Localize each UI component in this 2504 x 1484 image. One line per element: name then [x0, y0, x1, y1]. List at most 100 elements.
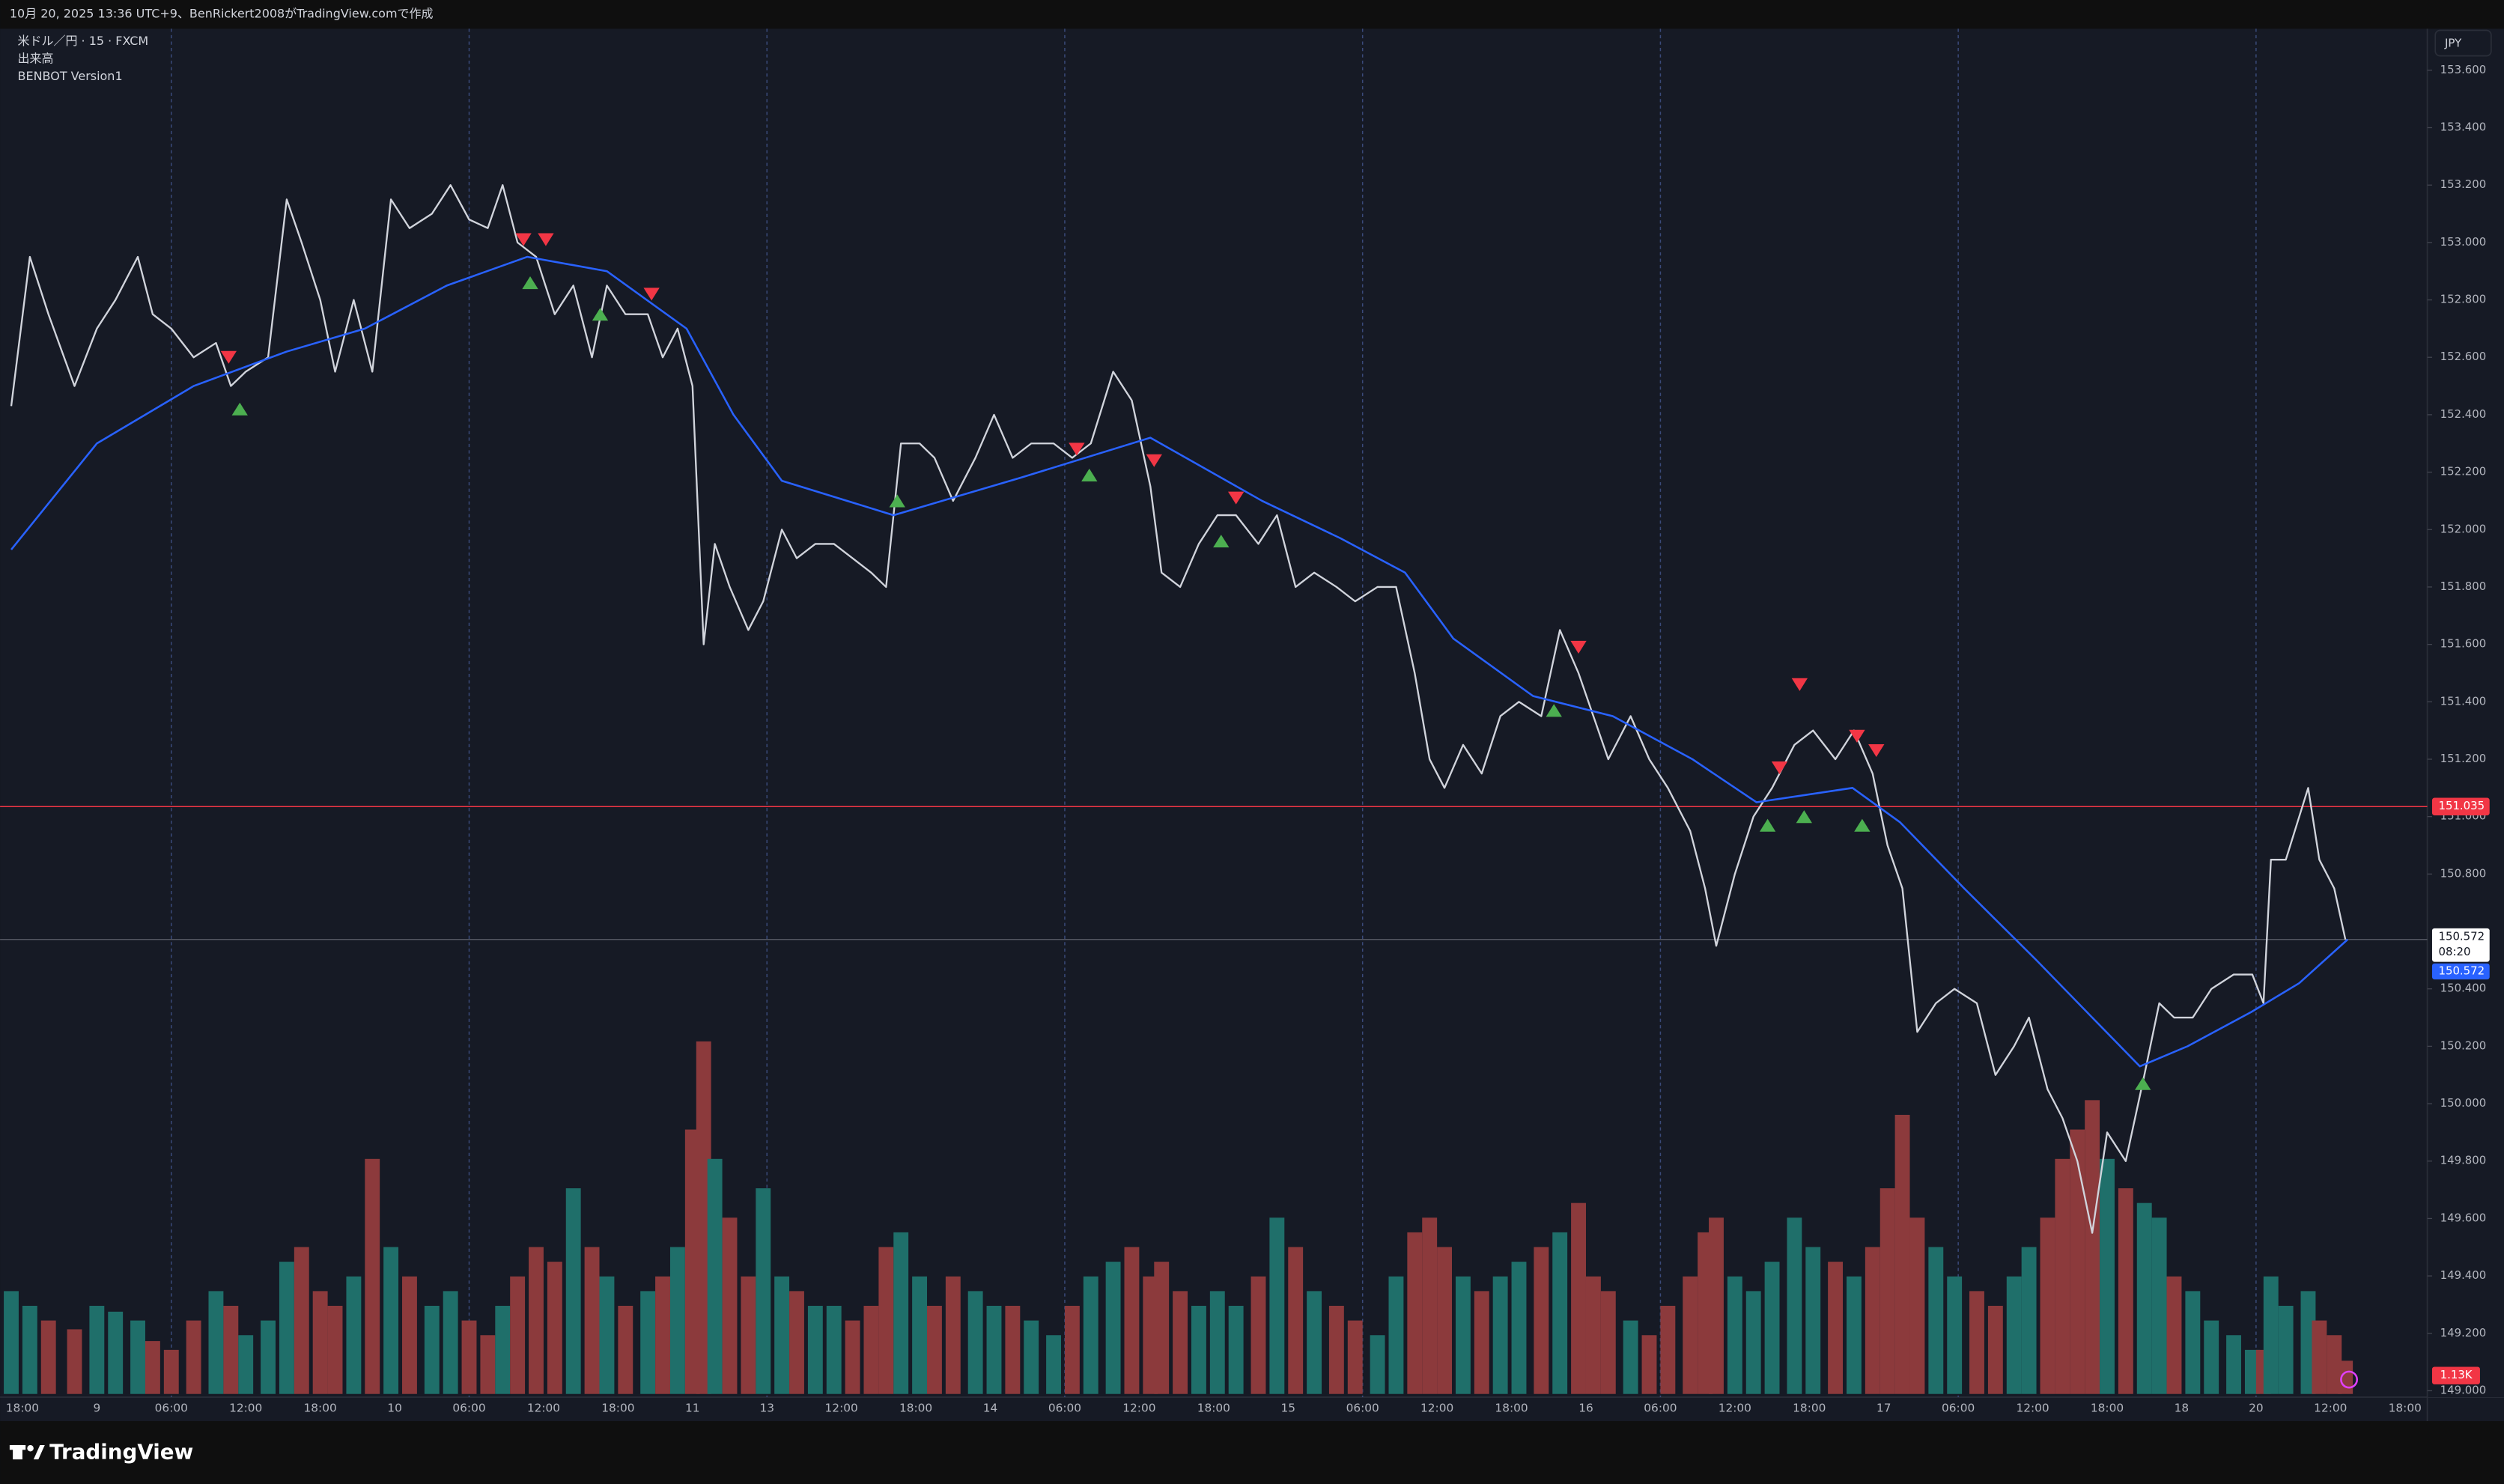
- volume-bar: [547, 1262, 562, 1394]
- logo: [9, 1444, 45, 1460]
- x-tick-label: 18:00: [1495, 1401, 1528, 1414]
- volume-bar: [2278, 1306, 2294, 1394]
- alert-label: 151.035: [2438, 799, 2485, 812]
- y-tick-label: 150.200: [2440, 1039, 2487, 1052]
- volume-bar: [707, 1158, 723, 1394]
- volume-bar: [1191, 1306, 1206, 1394]
- volume-bar: [1600, 1291, 1616, 1394]
- volume-bar: [893, 1232, 909, 1394]
- volume-bar: [261, 1320, 276, 1394]
- currency-button[interactable]: [2434, 29, 2492, 57]
- volume-bar: [1124, 1247, 1140, 1394]
- volume-bar: [1228, 1306, 1244, 1394]
- x-tick-label: 12:00: [825, 1401, 858, 1414]
- volume-bar: [383, 1247, 399, 1394]
- volume-bar: [1154, 1262, 1170, 1394]
- volume-bar: [1660, 1306, 1676, 1394]
- volume-bar: [312, 1291, 328, 1394]
- volume-bar: [1251, 1276, 1266, 1394]
- y-tick-label: 149.200: [2440, 1326, 2487, 1339]
- volume-bar: [2312, 1320, 2327, 1394]
- x-tick-label: 14: [983, 1401, 998, 1414]
- volume-bar: [1173, 1291, 1188, 1394]
- volume-bar: [1987, 1306, 2003, 1394]
- volume-bar: [461, 1320, 477, 1394]
- volume-bar: [1307, 1291, 1322, 1394]
- legend-indicator: BENBOT Version1: [18, 69, 123, 83]
- x-tick-label: 15: [1280, 1401, 1295, 1414]
- volume-bar: [402, 1276, 417, 1394]
- volume-bar: [480, 1335, 496, 1394]
- y-tick-label: 149.600: [2440, 1211, 2487, 1224]
- volume-bar: [2327, 1335, 2342, 1394]
- x-tick-label: 18:00: [2389, 1401, 2422, 1414]
- volume-label-box: [2431, 1366, 2480, 1384]
- x-tick-label: 10: [387, 1401, 402, 1414]
- volume-bar: [1005, 1306, 1021, 1394]
- x-tick-label: 12:00: [527, 1401, 560, 1414]
- sell-signal: [1146, 454, 1162, 467]
- y-tick-label: 149.800: [2440, 1154, 2487, 1167]
- volume-bar: [1879, 1188, 1895, 1394]
- volume-bar: [2100, 1158, 2115, 1394]
- volume-bar: [1894, 1114, 1910, 1394]
- y-tick-label: 152.400: [2440, 407, 2487, 421]
- x-tick-label: 17: [1877, 1401, 1891, 1414]
- volume-bar: [2244, 1349, 2260, 1394]
- caption: 10月 20, 2025 13:36 UTC+9、BenRickert2008が…: [10, 7, 434, 21]
- buy-signal: [1546, 704, 1562, 717]
- volume-bar: [2204, 1320, 2219, 1394]
- x-tick-label: 16: [1578, 1401, 1593, 1414]
- volume-bar: [365, 1158, 380, 1394]
- x-tick-label: 06:00: [452, 1401, 485, 1414]
- y-tick-label: 150.000: [2440, 1096, 2487, 1110]
- volume-bar: [145, 1341, 160, 1394]
- volume-bar: [279, 1262, 294, 1394]
- x-tick-label: 06:00: [155, 1401, 188, 1414]
- y-tick-label: 152.800: [2440, 293, 2487, 306]
- volume-bar: [845, 1320, 860, 1394]
- volume-bar: [1388, 1276, 1404, 1394]
- y-tick-label: 152.200: [2440, 465, 2487, 478]
- logo-glyph: [9, 1444, 26, 1450]
- buy-signal: [592, 308, 609, 321]
- volume-bar: [4, 1291, 19, 1394]
- volume-bar: [1947, 1276, 1963, 1394]
- volume-bar: [2006, 1276, 2022, 1394]
- x-tick-label: 18:00: [1197, 1401, 1230, 1414]
- y-tick-label: 149.000: [2440, 1383, 2487, 1396]
- volume-bar: [967, 1291, 983, 1394]
- volume-bar: [1269, 1217, 1285, 1394]
- volume-bar: [1024, 1320, 1039, 1394]
- y-tick-label: 153.400: [2440, 121, 2487, 134]
- sell-signal: [1069, 443, 1085, 456]
- volume-bar: [618, 1306, 633, 1394]
- sell-signal: [643, 288, 660, 301]
- currency-label[interactable]: JPY: [2444, 37, 2462, 50]
- volume-bar: [1209, 1291, 1225, 1394]
- x-tick-label: 9: [93, 1401, 100, 1414]
- replay-icon[interactable]: [2340, 1370, 2359, 1389]
- alert-label-box: [2431, 797, 2490, 815]
- volume-bar: [1683, 1276, 1698, 1394]
- x-tick-label: 06:00: [1644, 1401, 1677, 1414]
- buy-signal: [1081, 468, 1098, 481]
- price-line: [10, 184, 2347, 1234]
- volume-bar: [1407, 1232, 1423, 1394]
- volume-bar: [1828, 1262, 1844, 1394]
- volume-bar: [294, 1247, 309, 1394]
- volume-bar: [1552, 1232, 1568, 1394]
- volume-bar: [986, 1306, 1002, 1394]
- volume-bar: [186, 1320, 201, 1394]
- x-tick-label: 18:00: [6, 1401, 39, 1414]
- y-tick-label: 152.600: [2440, 350, 2487, 363]
- volume-bar: [1571, 1202, 1586, 1394]
- sell-signal: [1868, 743, 1885, 758]
- x-tick-label: 06:00: [1346, 1401, 1379, 1414]
- volume-bar: [1492, 1276, 1508, 1394]
- x-tick-label: 12:00: [229, 1401, 262, 1414]
- legend-symbol: 米ドル／円 · 15 · FXCM: [18, 34, 149, 48]
- volume-bar: [22, 1306, 37, 1394]
- volume-bar: [789, 1291, 804, 1394]
